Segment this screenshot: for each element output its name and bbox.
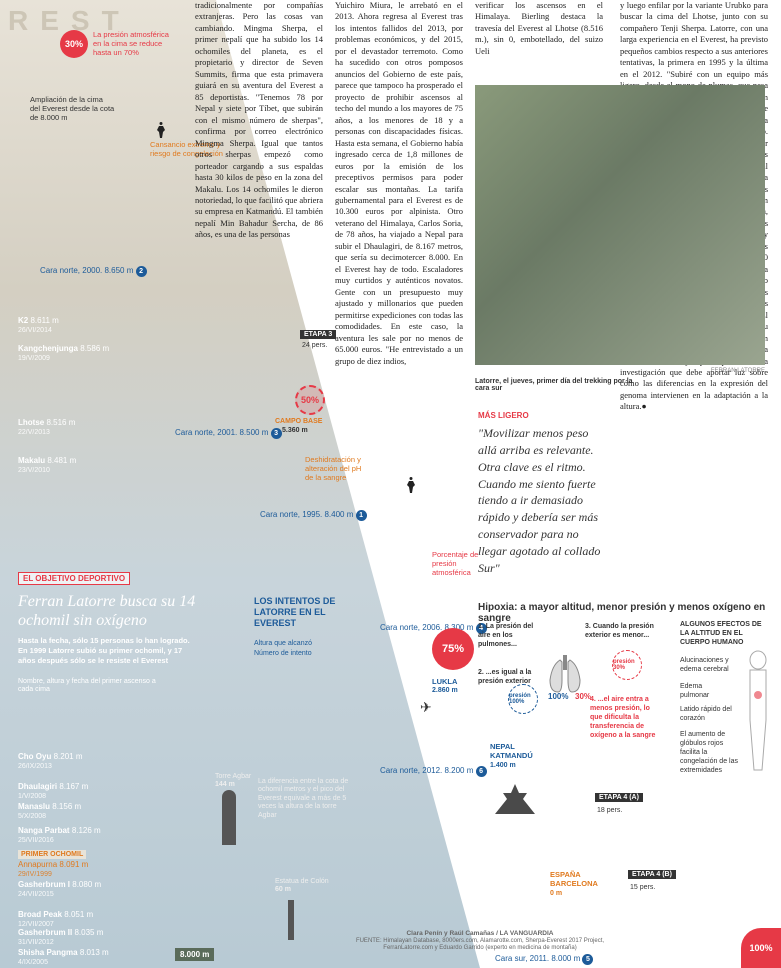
pct-30-label: 30%	[65, 39, 83, 49]
page: REST 30% La presión atmosférica en la ci…	[0, 0, 781, 968]
body-outline	[740, 650, 776, 780]
campo-base-label: CAMPO BASE	[275, 418, 322, 426]
route-4: Cara norte, 2006. 8.300 m 4	[380, 623, 487, 634]
photo-credit: FERRAN LATORRE	[700, 368, 765, 374]
peak-item: Kangchenjunga 8.586 m19/V/2009	[18, 344, 109, 362]
colon-silhouette	[288, 900, 294, 940]
effect-4: El aumento de glóbulos rojos facilita la…	[680, 730, 740, 775]
pressure-30-circle: 30%	[60, 30, 88, 58]
peak-item: Cho Oyu 8.201 m26/IX/2013	[18, 752, 82, 770]
etapa-4a-sub: 18 pers.	[597, 807, 622, 814]
effects-header: ALGUNOS EFECTOS DE LA ALTITUD EN EL CUER…	[680, 620, 770, 647]
peak-item: Dhaulagiri 8.167 m1/V/2008	[18, 782, 88, 800]
alt-8000-tag: 8.000 m	[175, 948, 214, 961]
barcelona-alt: 0 m	[550, 890, 562, 897]
colon-label: Estatua de Colón60 m	[275, 878, 329, 895]
etapa-4b: ETAPA 4 (B)	[628, 870, 676, 879]
deshidr-annotation: Deshidratación y alteración del pH de la…	[305, 455, 370, 482]
peak-item: Makalu 8.481 m23/V/2010	[18, 456, 76, 474]
hypoxia-2: 2. ...es igual a la presión exterior	[478, 668, 540, 686]
hypoxia-4: 4. ...el aire entra a menos presión, lo …	[590, 695, 662, 740]
effect-3: Latido rápido del corazón	[680, 705, 732, 723]
agbar-diff: La diferencia entre la cota de ochomil m…	[258, 778, 353, 820]
credits: Clara Penín y Raúl Camañas / LA VANGUARD…	[350, 930, 610, 951]
trekking-photo	[475, 85, 765, 365]
climber-icon-2	[155, 120, 167, 138]
agbar-silhouette	[222, 790, 236, 845]
etapa-3-sub: 24 pers.	[302, 342, 327, 349]
katmandu-alt: 1.400 m	[490, 762, 516, 769]
route-5: Cara norte, 2012. 8.200 m 6	[380, 766, 487, 777]
text-column-3: verificar los ascensos en el Himalaya. B…	[475, 0, 603, 80]
pct-50-label: 50%	[301, 395, 319, 405]
pct-pressure-label: Porcentaje de presión atmosférica	[432, 550, 487, 577]
peak-item: Broad Peak 8.051 m12/VII/2007	[18, 910, 93, 928]
pressure-30-circle-small: presión 30%	[612, 650, 642, 680]
photo-caption: Latorre, el jueves, primer día del trekk…	[475, 378, 635, 392]
pressure-50-circle: 50%	[295, 385, 325, 415]
lukla-alt: 2.860 m	[432, 687, 458, 694]
corner-100: 100%	[741, 928, 781, 968]
objetivo-header: EL OBJETIVO DEPORTIVO	[18, 572, 130, 585]
peak-item: Gasherbrum II 8.035 m31/VII/2012	[18, 928, 103, 946]
primer-ochomil-peak: Annapurna 8.091 m 29/IV/1999	[18, 860, 88, 878]
etapa-4b-sub: 15 pers.	[630, 884, 655, 891]
hypoxia-3: 3. Cuando la presión exterior es menor..…	[585, 622, 657, 640]
lungs-icon	[540, 650, 590, 700]
intentos-sub2: Número de intento	[254, 650, 312, 658]
peak-item: Gasherbrum I 8.080 m24/VII/2015	[18, 880, 101, 898]
lukla-label: LUKLA	[432, 677, 457, 686]
peak-item: K2 8.611 m26/VI/2014	[18, 316, 59, 334]
pct-75-label: 75%	[442, 643, 464, 655]
intentos-header: LOS INTENTOS DE LATORRE EN EL EVEREST	[254, 596, 364, 628]
etapa-3: ETAPA 3	[300, 330, 336, 339]
peak-item: Shisha Pangma 8.013 m4/IX/2005	[18, 948, 109, 966]
hypoxia-1: 1. La presión del aire en los pulmones..…	[478, 622, 540, 649]
katmandu-label: NEPAL KATMANDÚ	[490, 742, 550, 760]
barcelona-label: ESPAÑA BARCELONA	[550, 870, 610, 888]
route-1: Cara norte, 2000. 8.650 m 2	[40, 266, 147, 277]
effect-2: Edema pulmonar	[680, 682, 730, 700]
text-column-1: tradicionalmente por compañías extranjer…	[195, 0, 323, 300]
plane-icon: ✈	[420, 700, 432, 717]
quote-header: MÁS LIGERO	[478, 410, 608, 421]
big-title: Ferran Latorre busca su 14 ochomil sin o…	[18, 592, 208, 630]
route-6: Cara sur, 2011. 8.000 m 5	[495, 954, 593, 965]
route-3: Cara norte, 1995. 8.400 m 1	[260, 510, 367, 521]
amplification-annotation: Ampliación de la cima del Everest desde …	[30, 95, 115, 122]
big-subtitle: Hasta la fecha, sólo 15 personas lo han …	[18, 636, 193, 665]
route-2: Cara norte, 2001. 8.500 m 3	[175, 428, 282, 439]
pressure-annotation: La presión atmosférica en la cima se red…	[93, 30, 171, 57]
pressure-100-circle: presión 100%	[508, 684, 538, 714]
agbar-label: Torre Agbar144 m	[215, 773, 251, 790]
katmandu-silhouette	[495, 784, 535, 814]
quote-text: "Movilizar menos peso allá arriba es rel…	[478, 425, 608, 576]
climber-icon	[405, 475, 417, 493]
big-subtitle-2: Nombre, altura y fecha del primer ascens…	[18, 678, 158, 695]
etapa-4a: ETAPA 4 (A)	[595, 793, 643, 802]
primer-ochomil-badge: PRIMER OCHOMIL	[18, 850, 86, 859]
peak-item: Nanga Parbat 8.126 m25/VII/2016	[18, 826, 101, 844]
pressure-75-circle: 75%	[432, 628, 474, 670]
campo-base-alt: 5.360 m	[282, 427, 308, 435]
intentos-sub1: Altura que alcanzó	[254, 640, 312, 648]
peak-item: Manaslu 8.156 m5/X/2008	[18, 802, 81, 820]
peak-item: Lhotse 8.516 m22/V/2013	[18, 418, 75, 436]
effect-1: Alucinaciones y edema cerebral	[680, 656, 738, 674]
